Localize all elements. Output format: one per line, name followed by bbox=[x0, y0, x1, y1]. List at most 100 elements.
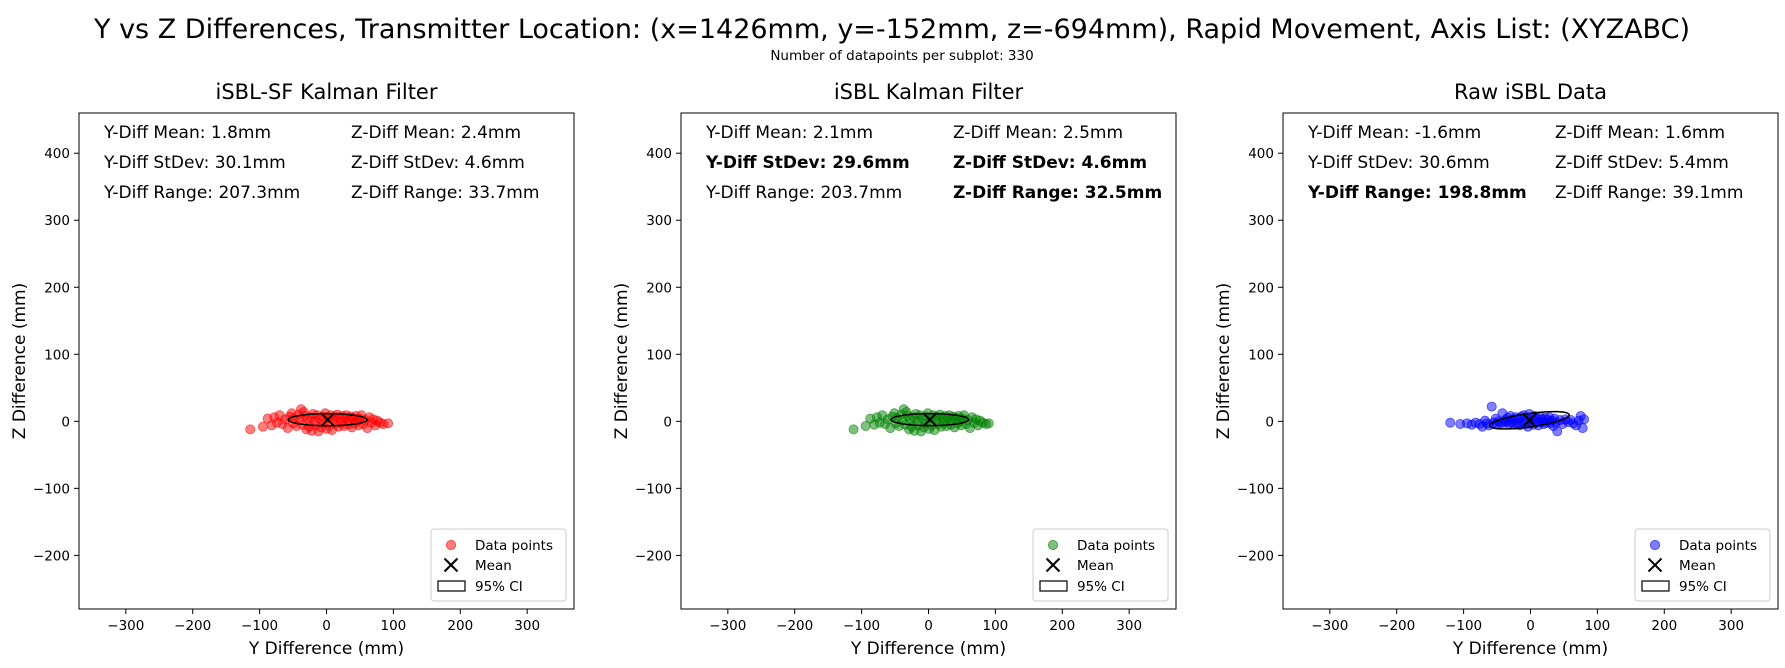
y-tick-label: −200 bbox=[33, 548, 70, 564]
x-tick-label: 100 bbox=[381, 618, 407, 634]
y-tick-label: −100 bbox=[33, 481, 70, 497]
data-point bbox=[1445, 417, 1456, 428]
data-point bbox=[1579, 414, 1590, 425]
y-tick-label: 0 bbox=[61, 414, 70, 430]
ci-ellipse bbox=[890, 412, 970, 427]
legend-label-points: Data points bbox=[1077, 538, 1155, 554]
ci-ellipse bbox=[287, 412, 368, 427]
stat-text: Y-Diff Range: 207.3mm bbox=[103, 183, 300, 203]
data-point bbox=[1552, 426, 1563, 437]
data-point bbox=[848, 424, 859, 435]
legend-label-ci: 95% CI bbox=[475, 579, 523, 595]
stat-text: Y-Diff Mean: 2.1mm bbox=[705, 123, 873, 143]
stat-text: Z-Diff StDev: 4.6mm bbox=[953, 153, 1147, 173]
y-tick-label: 300 bbox=[646, 213, 672, 229]
legend-label-mean: Mean bbox=[1679, 558, 1716, 574]
x-tick-label: 300 bbox=[1718, 618, 1744, 634]
legend: Data points Mean 95% CI bbox=[430, 528, 567, 602]
data-point bbox=[245, 424, 256, 435]
y-tick-label: 100 bbox=[1248, 347, 1274, 363]
stat-text: Y-Diff Mean: 1.8mm bbox=[103, 123, 271, 143]
legend: Data points Mean 95% CI bbox=[1634, 528, 1771, 602]
data-point bbox=[1577, 423, 1588, 434]
legend-label-mean: Mean bbox=[1077, 558, 1114, 574]
x-tick-label: 0 bbox=[1526, 618, 1535, 634]
x-tick-label: 0 bbox=[924, 618, 933, 634]
mean-marker-stroke bbox=[922, 412, 938, 427]
mean-marker-stroke bbox=[1522, 413, 1537, 428]
legend-label-points: Data points bbox=[475, 538, 553, 554]
x-axis-label: Y Difference (mm) bbox=[1452, 639, 1608, 659]
mean-marker bbox=[1522, 413, 1537, 428]
legend-marker-points bbox=[1649, 539, 1661, 551]
y-tick-label: 300 bbox=[44, 213, 70, 229]
mean-marker-stroke bbox=[320, 412, 335, 427]
stat-text: Y-Diff Range: 203.7mm bbox=[705, 183, 902, 203]
legend-label-mean: Mean bbox=[475, 558, 512, 574]
x-tick-label: 200 bbox=[1651, 618, 1677, 634]
ci-ellipse bbox=[1488, 410, 1570, 430]
y-tick-label: −100 bbox=[635, 481, 672, 497]
y-tick-label: −200 bbox=[635, 548, 672, 564]
data-point bbox=[257, 421, 268, 432]
subplot-title: Raw iSBL Data bbox=[1454, 80, 1607, 104]
x-axis-label: Y Difference (mm) bbox=[248, 639, 404, 659]
x-tick-label: −200 bbox=[174, 618, 211, 634]
legend-marker-mean bbox=[443, 557, 459, 573]
y-tick-label: 200 bbox=[646, 280, 672, 296]
y-tick-label: 0 bbox=[1265, 414, 1274, 430]
mean-marker bbox=[320, 412, 335, 427]
x-tick-label: 200 bbox=[1049, 618, 1075, 634]
y-tick-label: −200 bbox=[1237, 548, 1274, 564]
y-tick-label: 100 bbox=[44, 347, 70, 363]
data-points bbox=[848, 404, 994, 437]
legend-marker-mean bbox=[1045, 557, 1061, 573]
subplot-3: Raw iSBL Data −300 −200 −100 0 100 200 300 −200 −… bbox=[1214, 80, 1779, 659]
y-tick-label: 400 bbox=[44, 146, 70, 162]
y-tick-label: 200 bbox=[44, 280, 70, 296]
stat-text: Y-Diff Range: 198.8mm bbox=[1307, 183, 1527, 203]
stat-text: Y-Diff StDev: 29.6mm bbox=[705, 153, 910, 173]
y-axis-label: Z Difference (mm) bbox=[1214, 283, 1234, 439]
subplot-title: iSBL-SF Kalman Filter bbox=[216, 80, 438, 104]
x-axis-label: Y Difference (mm) bbox=[850, 639, 1006, 659]
figure-title: Y vs Z Differences, Transmitter Location… bbox=[93, 14, 1690, 45]
stat-text: Z-Diff Range: 32.5mm bbox=[953, 183, 1162, 203]
x-tick-label: 100 bbox=[983, 618, 1009, 634]
subplot-title: iSBL Kalman Filter bbox=[834, 80, 1024, 104]
x-tick-label: −100 bbox=[843, 618, 880, 634]
stat-text: Z-Diff Mean: 2.5mm bbox=[953, 123, 1123, 143]
stat-text: Z-Diff Mean: 1.6mm bbox=[1555, 123, 1725, 143]
mean-marker bbox=[922, 412, 938, 427]
legend-marker-ci bbox=[1641, 580, 1670, 592]
x-tick-label: −300 bbox=[107, 618, 144, 634]
stat-text: Z-Diff StDev: 4.6mm bbox=[351, 153, 525, 173]
x-tick-label: 300 bbox=[1116, 618, 1142, 634]
subplot-2: iSBL Kalman Filter −300 −200 −100 0 100 200 300… bbox=[612, 80, 1177, 659]
data-point bbox=[983, 418, 994, 429]
x-tick-label: −100 bbox=[241, 618, 278, 634]
stat-text: Y-Diff StDev: 30.1mm bbox=[103, 153, 286, 173]
data-points bbox=[1445, 401, 1590, 437]
y-tick-label: 400 bbox=[646, 146, 672, 162]
x-tick-label: −200 bbox=[1378, 618, 1415, 634]
legend: Data points Mean 95% CI bbox=[1032, 528, 1169, 602]
y-axis-label: Z Difference (mm) bbox=[612, 283, 632, 439]
stat-text: Y-Diff StDev: 30.6mm bbox=[1307, 153, 1490, 173]
stat-text: Y-Diff Mean: -1.6mm bbox=[1307, 123, 1481, 143]
legend-marker-mean bbox=[1647, 557, 1663, 573]
x-tick-label: 0 bbox=[322, 618, 331, 634]
data-points bbox=[245, 404, 394, 437]
subplot-1: iSBL-SF Kalman Filter −300 −200 −100 0 100 200… bbox=[10, 80, 575, 659]
x-tick-label: −100 bbox=[1445, 618, 1482, 634]
subplots: iSBL-SF Kalman Filter −300 −200 −100 0 100 200… bbox=[10, 80, 1779, 659]
x-tick-label: 300 bbox=[514, 618, 540, 634]
legend-marker-points bbox=[445, 539, 457, 551]
stat-text: Z-Diff StDev: 5.4mm bbox=[1555, 153, 1729, 173]
legend-marker-points bbox=[1047, 539, 1059, 551]
legend-marker-ci bbox=[1039, 580, 1068, 592]
y-tick-label: −100 bbox=[1237, 481, 1274, 497]
legend-marker-ci bbox=[437, 580, 466, 592]
stat-text: Z-Diff Mean: 2.4mm bbox=[351, 123, 521, 143]
